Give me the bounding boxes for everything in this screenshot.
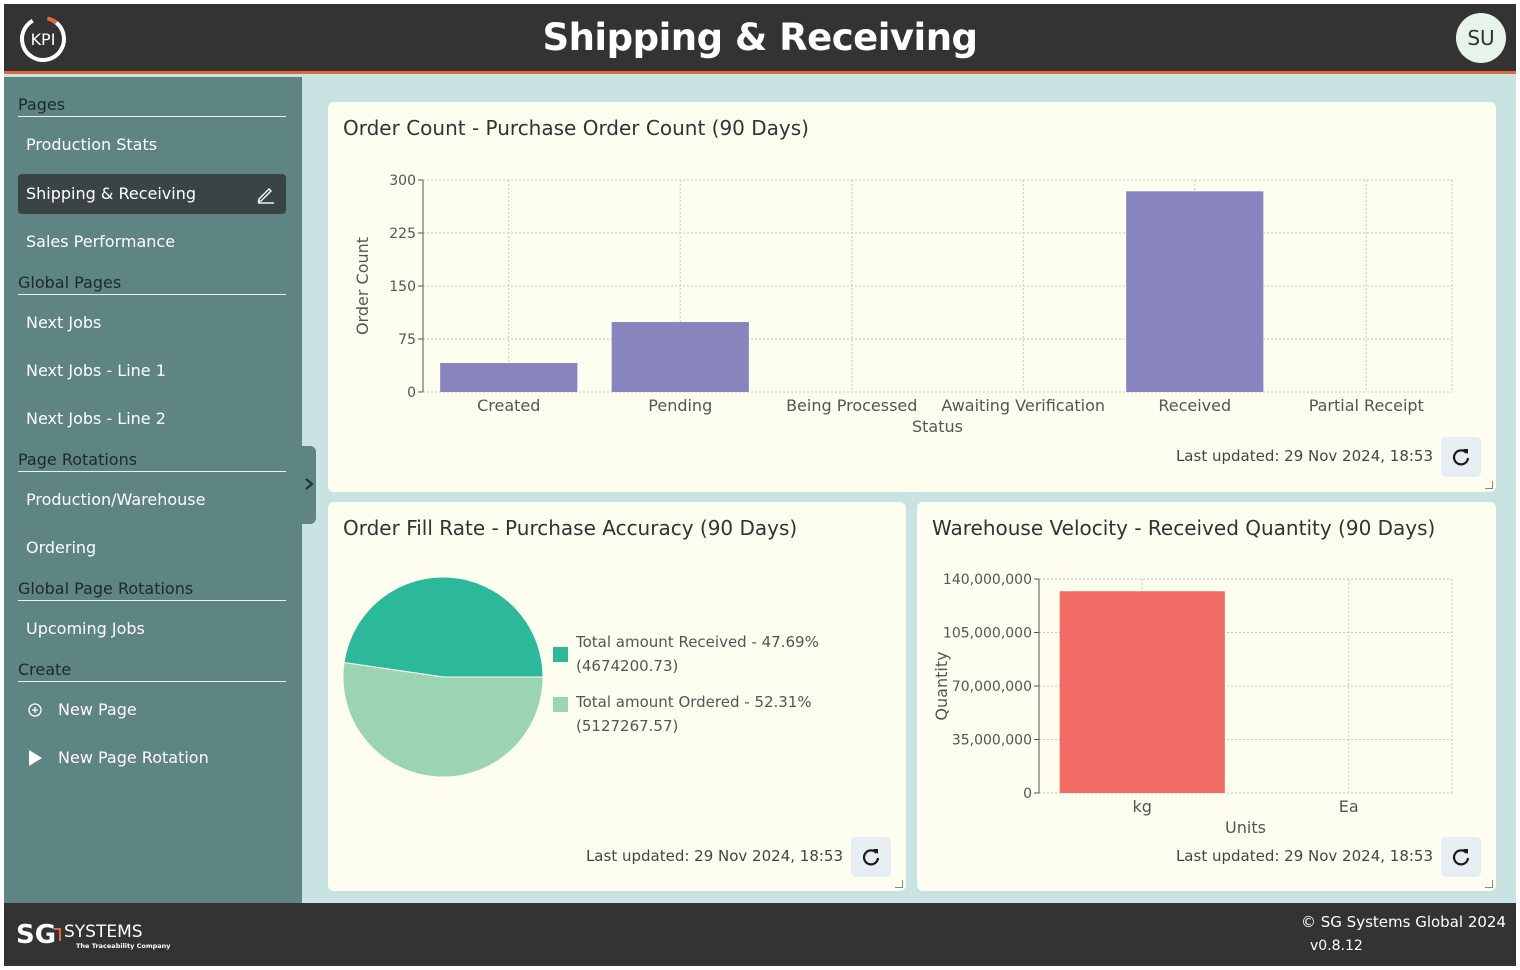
- order-count-title: Order Count - Purchase Order Count (90 D…: [343, 116, 809, 140]
- new-page-rotation-button[interactable]: New Page Rotation: [18, 738, 286, 778]
- sidebar-item-label: Next Jobs: [26, 313, 102, 332]
- refresh-icon: [1452, 849, 1470, 866]
- sidebar-item-next-jobs-line-1[interactable]: Next Jobs - Line 1: [18, 351, 286, 391]
- sidebar-heading-create: Create: [18, 660, 286, 682]
- app-root: KPI Shipping & Receiving SU Pages Produc…: [4, 4, 1516, 966]
- y-tick-label: 35,000,000: [952, 733, 1032, 749]
- warehouse-velocity-title: Warehouse Velocity - Received Quantity (…: [932, 516, 1436, 540]
- sidebar-item-label: Production Stats: [26, 135, 158, 154]
- pie-slice-total-amount-ordered: [342, 661, 544, 778]
- sidebar-item-label: New Page: [58, 700, 137, 719]
- bar-created: [440, 363, 578, 392]
- warehouse-velocity-card: Warehouse Velocity - Received Quantity (…: [917, 502, 1496, 891]
- sidebar-item-label: Upcoming Jobs: [26, 619, 145, 638]
- resize-handle[interactable]: [1485, 481, 1493, 489]
- warehouse-velocity-chart: 0 35,000,000 70,000,000 105,000,000 140,000,…: [932, 572, 1453, 837]
- x-tick-label: kg: [1133, 797, 1152, 816]
- fill-rate-title: Order Fill Rate - Purchase Accuracy (90 …: [343, 516, 798, 540]
- svg-text:The Traceability Company: The Traceability Company: [76, 942, 171, 950]
- legend-swatch-ordered: [553, 697, 568, 712]
- sidebar-item-ordering[interactable]: Ordering: [18, 528, 286, 568]
- refresh-button[interactable]: [1441, 837, 1481, 877]
- play-icon: [29, 750, 42, 766]
- sidebar-item-label: New Page Rotation: [58, 748, 209, 767]
- refresh-button[interactable]: [851, 837, 891, 877]
- y-tick-label: 225: [389, 226, 416, 242]
- svg-text:SG: SG: [16, 920, 56, 950]
- x-tick-label: Ea: [1339, 797, 1359, 816]
- y-tick-label: 150: [389, 279, 416, 295]
- x-tick-label: Partial Receipt: [1309, 396, 1424, 415]
- x-tick-label: Created: [477, 396, 540, 415]
- kpi-logo[interactable]: KPI: [18, 14, 68, 64]
- sidebar-item-label: Ordering: [26, 538, 97, 557]
- sidebar-heading-global-page-rotations: Global Page Rotations: [18, 579, 286, 601]
- y-axis-title: Quantity: [932, 651, 951, 720]
- sidebar-item-shipping-receiving[interactable]: Shipping & Receiving: [18, 174, 286, 214]
- refresh-button[interactable]: [1441, 437, 1481, 477]
- bar-kg: [1059, 591, 1225, 793]
- pencil-icon[interactable]: [256, 184, 276, 204]
- sidebar-item-upcoming-jobs[interactable]: Upcoming Jobs: [18, 609, 286, 649]
- legend-swatch-received: [553, 647, 568, 662]
- y-tick-label: 75: [398, 332, 416, 348]
- bar-received: [1126, 191, 1264, 392]
- sidebar-item-label: Next Jobs - Line 2: [26, 409, 166, 428]
- sidebar-heading-pages: Pages: [18, 95, 286, 117]
- last-updated-text: Last updated: 29 Nov 2024, 18:53: [585, 847, 843, 865]
- order-count-card: Order Count - Purchase Order Count (90 D…: [328, 102, 1496, 492]
- sidebar-item-label: Next Jobs - Line 1: [26, 361, 166, 380]
- sidebar-item-production-warehouse[interactable]: Production/Warehouse: [18, 480, 286, 520]
- y-tick-label: 0: [407, 385, 416, 401]
- svg-text:KPI: KPI: [31, 30, 56, 49]
- sidebar-heading-page-rotations: Page Rotations: [18, 450, 286, 472]
- y-tick-label: 140,000,000: [943, 572, 1032, 588]
- plus-circle-icon: [28, 703, 42, 717]
- sidebar-item-label: Production/Warehouse: [26, 490, 206, 509]
- bar-pending: [611, 322, 749, 392]
- sidebar-item-next-jobs-line-2[interactable]: Next Jobs - Line 2: [18, 399, 286, 439]
- svg-text:SYSTEMS: SYSTEMS: [64, 922, 143, 942]
- page-title: Shipping & Receiving: [542, 16, 978, 59]
- chevron-right-icon: [305, 478, 314, 490]
- version-text: v0.8.12: [1310, 938, 1363, 954]
- fill-rate-pie-chart: [342, 576, 544, 778]
- top-header: KPI Shipping & Receiving SU: [4, 4, 1516, 74]
- y-tick-label: 0: [1023, 786, 1032, 802]
- order-count-chart: 0 75 150 225 300 Created Pending Being Processe…: [353, 173, 1453, 436]
- resize-handle[interactable]: [895, 880, 903, 888]
- sidebar-item-production-stats[interactable]: Production Stats: [18, 125, 286, 165]
- last-updated-text: Last updated: 29 Nov 2024, 18:53: [1175, 447, 1433, 465]
- user-avatar[interactable]: SU: [1456, 13, 1506, 63]
- sidebar-item-next-jobs[interactable]: Next Jobs: [18, 303, 286, 343]
- sidebar-collapse-toggle[interactable]: [302, 446, 316, 524]
- x-axis-title: Status: [912, 417, 963, 436]
- legend-item-ordered: Total amount Ordered - 52.31% (5127267.5…: [576, 693, 812, 735]
- new-page-button[interactable]: New Page: [18, 690, 286, 730]
- sidebar-heading-global-pages: Global Pages: [18, 273, 286, 295]
- x-tick-label: Being Processed: [786, 396, 917, 415]
- x-axis-title: Units: [1225, 818, 1266, 837]
- y-tick-label: 300: [389, 173, 416, 189]
- x-tick-label: Pending: [648, 396, 712, 415]
- x-tick-label: Awaiting Verification: [941, 396, 1105, 415]
- sg-systems-logo: SG SYSTEMS The Traceability Company: [16, 920, 171, 950]
- refresh-icon: [862, 849, 880, 866]
- y-tick-label: 105,000,000: [943, 626, 1032, 642]
- sidebar: Pages Production Stats Shipping & Receiv…: [4, 77, 302, 903]
- copyright-text: © SG Systems Global 2024: [1301, 913, 1506, 931]
- y-axis-title: Order Count: [353, 237, 372, 335]
- refresh-icon: [1452, 449, 1470, 466]
- sidebar-item-label: Shipping & Receiving: [26, 184, 196, 203]
- sidebar-item-label: Sales Performance: [26, 232, 176, 251]
- y-tick-label: 70,000,000: [952, 679, 1032, 695]
- fill-rate-card: Order Fill Rate - Purchase Accuracy (90 …: [328, 502, 906, 891]
- last-updated-text: Last updated: 29 Nov 2024, 18:53: [1175, 847, 1433, 865]
- sidebar-item-sales-performance[interactable]: Sales Performance: [18, 222, 286, 262]
- resize-handle[interactable]: [1485, 880, 1493, 888]
- x-tick-label: Received: [1158, 396, 1231, 415]
- pie-slice-total-amount-received: [343, 576, 544, 678]
- legend-item-received: Total amount Received - 47.69% (4674200.…: [576, 633, 819, 675]
- footer: SG SYSTEMS The Traceability Company © SG…: [4, 903, 1516, 966]
